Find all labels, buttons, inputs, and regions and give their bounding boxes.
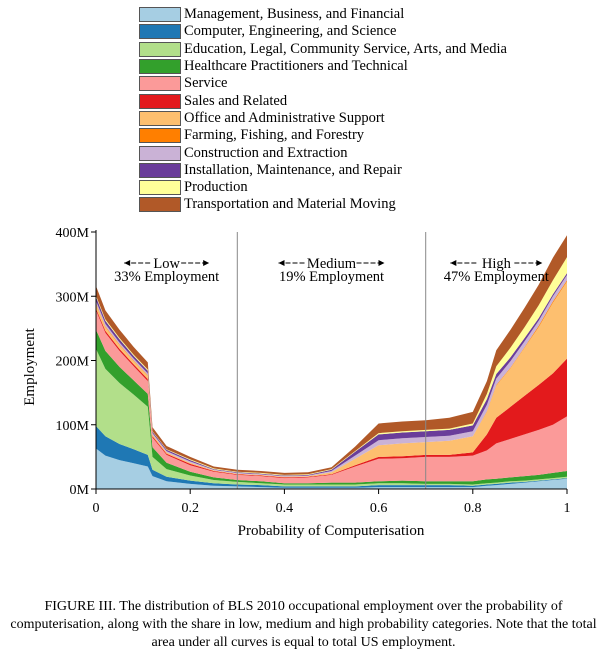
legend-swatch <box>139 180 181 196</box>
legend-item-service: Service <box>139 75 507 92</box>
legend-item-installation-maintenance-and-repair: Installation, Maintenance, and Repair <box>139 162 507 179</box>
x-tick-label: 0.8 <box>464 501 482 516</box>
legend-swatch <box>139 41 181 57</box>
legend-item-healthcare-practitioners-and-technical: Healthcare Practitioners and Technical <box>139 58 507 75</box>
legend-item-farming-fishing-and-forestry: Farming, Fishing, and Forestry <box>139 127 507 144</box>
category-label: Medium <box>307 256 357 272</box>
legend-swatch <box>139 7 181 23</box>
legend-item-office-and-administrative-support: Office and Administrative Support <box>139 110 507 127</box>
legend-swatch <box>139 145 181 161</box>
legend-swatch <box>139 197 181 213</box>
legend-label: Office and Administrative Support <box>184 109 385 126</box>
legend-item-construction-and-extraction: Construction and Extraction <box>139 144 507 161</box>
legend-label: Service <box>184 75 228 92</box>
figure-caption: FIGURE III. The distribution of BLS 2010… <box>10 599 597 650</box>
y-tick-label: 0M <box>70 483 90 498</box>
x-tick-label: 0 <box>93 501 100 516</box>
stacked-area-chart: 0 0.2 0.4 0.6 0.8 1 0M 100M 200M 300M 400M Low33% … <box>22 226 571 539</box>
legend-item-computer-engineering-and-science: Computer, Engineering, and Science <box>139 23 507 40</box>
chart-legend: Management, Business, and Financial Compu… <box>139 6 507 214</box>
category-share: 47% Employment <box>444 269 549 285</box>
legend-label: Transportation and Material Moving <box>184 196 396 213</box>
legend-swatch <box>139 24 181 40</box>
x-tick-label: 0.6 <box>370 501 388 516</box>
legend-label: Education, Legal, Community Service, Art… <box>184 40 507 57</box>
x-tick-label: 0.2 <box>181 501 199 516</box>
legend-label: Installation, Maintenance, and Repair <box>184 161 402 178</box>
left-arrowhead <box>124 260 131 266</box>
area-management-business-and-financial <box>96 448 567 489</box>
left-arrowhead <box>450 260 457 266</box>
legend-item-management-business-and-financial: Management, Business, and Financial <box>139 6 507 23</box>
legend-label: Construction and Extraction <box>184 144 348 161</box>
category-label: High <box>482 256 512 272</box>
right-arrowhead <box>378 260 385 266</box>
legend-item-sales-and-related: Sales and Related <box>139 92 507 109</box>
legend-item-production: Production <box>139 179 507 196</box>
left-arrowhead <box>278 260 285 266</box>
axes: 0 0.2 0.4 0.6 0.8 1 0M 100M 200M 300M 400M <box>56 226 571 516</box>
area-layers <box>96 235 567 489</box>
legend-swatch <box>139 93 181 109</box>
y-tick-label: 100M <box>56 419 90 434</box>
legend-item-transportation-and-material-moving: Transportation and Material Moving <box>139 196 507 213</box>
x-tick-label: 0.4 <box>276 501 294 516</box>
legend-item-education-legal-community-service-arts-and-media: Education, Legal, Community Service, Art… <box>139 41 507 58</box>
x-tick-label: 1 <box>564 501 571 516</box>
category-dividers <box>236 232 427 489</box>
area-service <box>96 310 567 484</box>
y-tick-label: 400M <box>56 226 90 241</box>
legend-label: Management, Business, and Financial <box>184 6 405 23</box>
category-label: Low <box>153 256 180 272</box>
legend-label: Computer, Engineering, and Science <box>184 23 397 40</box>
legend-swatch <box>139 110 181 126</box>
legend-swatch <box>139 59 181 75</box>
legend-label: Sales and Related <box>184 92 288 109</box>
legend-swatch <box>139 162 181 178</box>
legend-swatch <box>139 76 181 92</box>
y-tick-label: 200M <box>56 355 90 370</box>
legend-swatch <box>139 128 181 144</box>
legend-label: Farming, Fishing, and Forestry <box>184 127 365 144</box>
right-arrowhead <box>203 260 210 266</box>
legend-label: Production <box>184 179 248 196</box>
x-axis-label: Probability of Computerisation <box>238 523 425 539</box>
right-arrowhead <box>536 260 543 266</box>
category-share: 19% Employment <box>279 269 384 285</box>
y-axis-label: Employment <box>22 327 38 405</box>
y-tick-label: 300M <box>56 290 90 305</box>
legend-label: Healthcare Practitioners and Technical <box>184 58 408 75</box>
category-share: 33% Employment <box>114 269 219 285</box>
